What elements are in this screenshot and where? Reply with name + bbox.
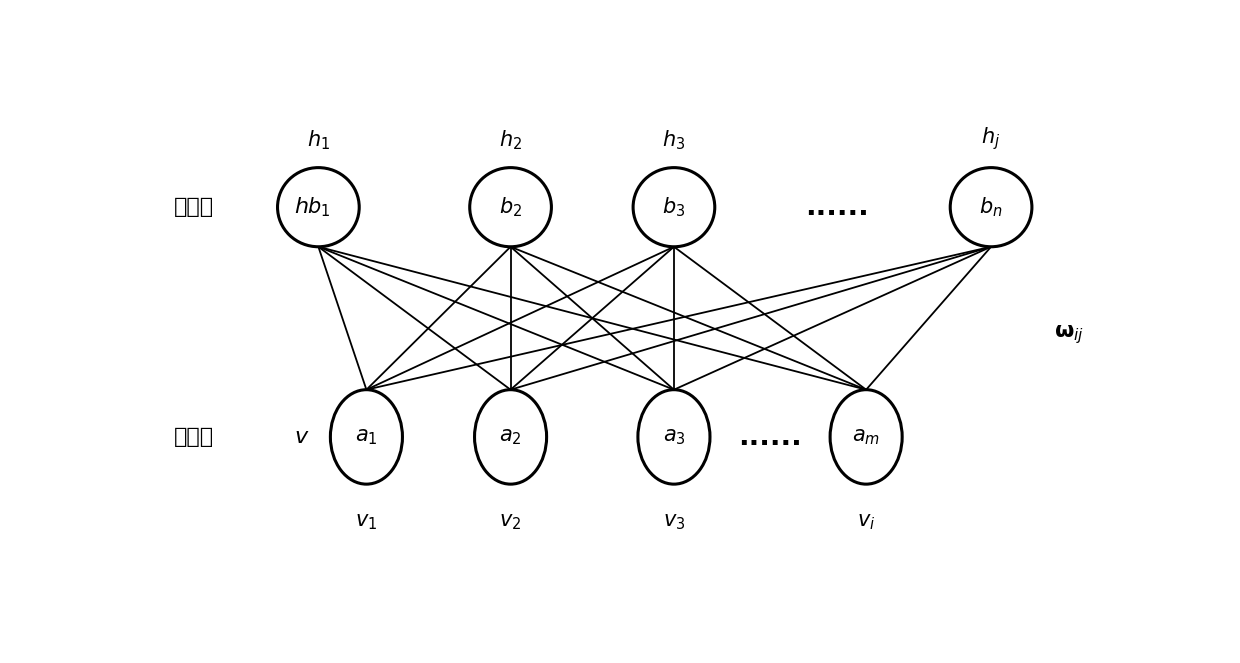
Text: $\mathit{v}$: $\mathit{v}$ [294, 427, 310, 447]
Text: ......: ...... [738, 423, 802, 451]
Ellipse shape [475, 390, 547, 484]
Text: $\mathit{h}_{2}$: $\mathit{h}_{2}$ [498, 129, 522, 152]
Ellipse shape [830, 390, 903, 484]
Text: $\mathit{h}$: $\mathit{h}$ [294, 197, 309, 217]
Text: 隐含层: 隐含层 [174, 197, 215, 217]
Text: $\mathit{a}_{m}$: $\mathit{a}_{m}$ [852, 427, 880, 447]
Ellipse shape [330, 390, 403, 484]
Text: $\mathit{a}_{3}$: $\mathit{a}_{3}$ [662, 427, 686, 447]
Text: $\mathbf{\omega}_{ij}$: $\mathbf{\omega}_{ij}$ [1054, 324, 1084, 346]
Text: $\mathit{b}_{1}$: $\mathit{b}_{1}$ [306, 196, 330, 219]
Text: 可见层: 可见层 [174, 427, 215, 447]
Text: $\mathit{h}_{1}$: $\mathit{h}_{1}$ [306, 129, 330, 152]
Text: $\mathit{b}_{n}$: $\mathit{b}_{n}$ [980, 196, 1003, 219]
Text: ......: ...... [806, 193, 869, 221]
Text: $\mathit{v}_{3}$: $\mathit{v}_{3}$ [662, 512, 686, 532]
Ellipse shape [278, 168, 360, 247]
Ellipse shape [950, 168, 1032, 247]
Text: $\mathit{b}_{3}$: $\mathit{b}_{3}$ [662, 196, 686, 219]
Text: $\mathit{b}_{2}$: $\mathit{b}_{2}$ [498, 196, 522, 219]
Text: $\mathit{v}_{i}$: $\mathit{v}_{i}$ [857, 512, 875, 532]
Text: $\mathit{a}_{1}$: $\mathit{a}_{1}$ [355, 427, 378, 447]
Text: $\mathit{a}_{2}$: $\mathit{a}_{2}$ [500, 427, 522, 447]
Text: $\mathit{h}_{j}$: $\mathit{h}_{j}$ [981, 125, 1001, 152]
Text: $\mathit{v}_{1}$: $\mathit{v}_{1}$ [356, 512, 377, 532]
Ellipse shape [634, 168, 714, 247]
Text: $\mathit{h}_{3}$: $\mathit{h}_{3}$ [662, 129, 686, 152]
Ellipse shape [470, 168, 552, 247]
Ellipse shape [637, 390, 711, 484]
Text: $\mathit{v}_{2}$: $\mathit{v}_{2}$ [500, 512, 522, 532]
